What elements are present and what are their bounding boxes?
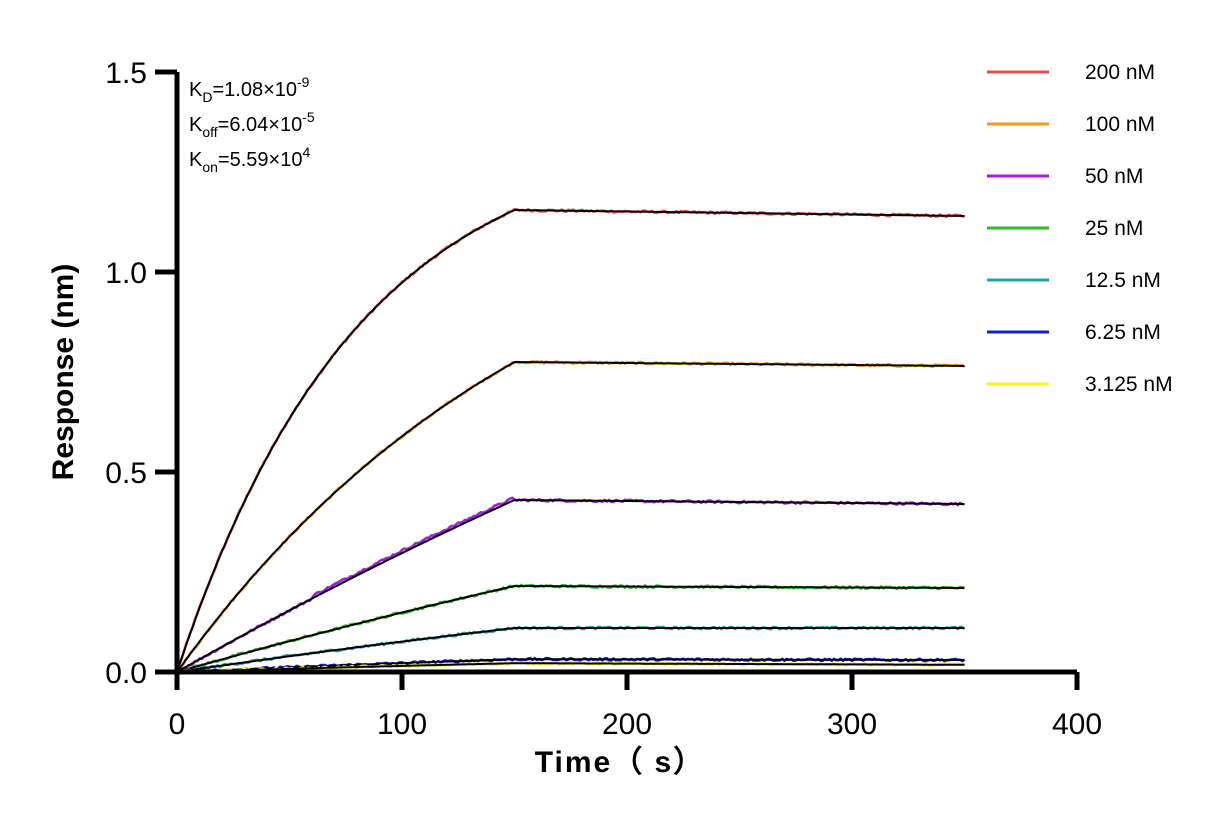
ticks: 0 100 200 300 400 0.0 0.5 1.0 1.5 [105,57,1102,741]
y-tick-label: 1.5 [105,57,147,90]
legend-label: 12.5 nM [1085,269,1161,292]
legend-label: 3.125 nM [1085,373,1173,396]
y-axis-title: Response (nm) [47,264,80,481]
fit-line-3.125-nM [176,662,965,673]
y-tick-label: 1.0 [105,257,147,290]
koff-annotation: Koff=6.04×10-5 [189,109,315,140]
legend-label: 6.25 nM [1085,321,1161,344]
x-tick-label: 200 [602,708,652,741]
kinetic-constants: KD=1.08×10-9 Koff=6.04×10-5 Kon=5.59×104 [189,74,315,175]
x-axis-title: Time（ s） [535,745,706,779]
x-tick-label: 100 [377,708,427,741]
series-line-200-nM [175,207,965,673]
y-tick-label: 0.5 [105,457,147,490]
x-tick-label: 300 [827,708,877,741]
legend: 200 nM 100 nM 50 nM 25 nM 12.5 nM 6.25 nM 3.12… [987,61,1173,396]
fit-line-12.5-nM [176,627,965,673]
fit-line-100-nM [176,361,965,673]
plot-area [175,207,966,675]
kd-annotation: KD=1.08×10-9 [189,74,310,105]
fit-line-200-nM [176,209,965,673]
legend-label: 200 nM [1085,61,1155,84]
y-tick-label: 0.0 [105,657,147,690]
axes [174,72,1077,675]
legend-label: 100 nM [1085,113,1155,136]
x-tick-label: 0 [169,708,186,741]
x-tick-label: 400 [1052,708,1102,741]
fit-line-25-nM [176,585,965,673]
kon-annotation: Kon=5.59×104 [189,144,310,175]
fit-line-50-nM [176,499,965,673]
legend-label: 25 nM [1085,217,1143,240]
legend-label: 50 nM [1085,165,1143,188]
